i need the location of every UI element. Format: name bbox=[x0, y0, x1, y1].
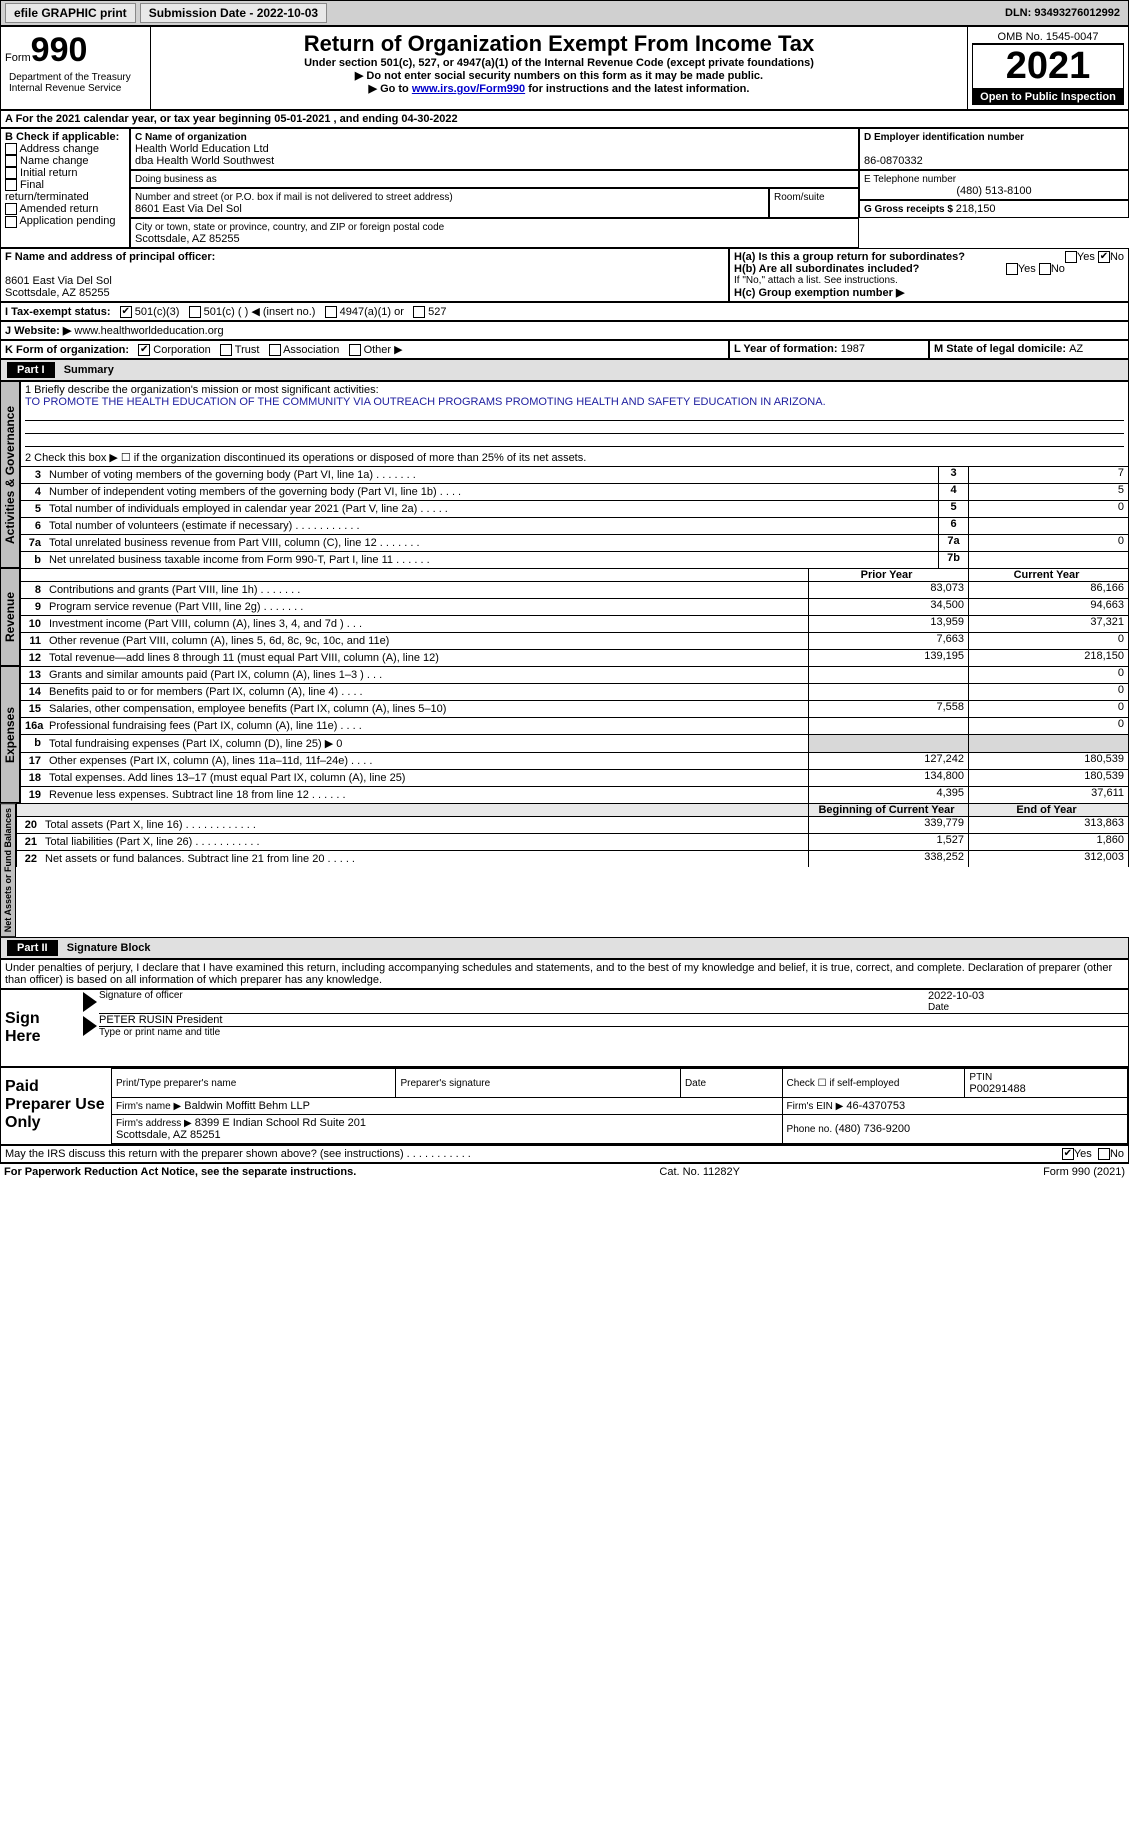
signature-arrow-icon bbox=[83, 1016, 97, 1036]
line-2-checkbox: 2 Check this box ▶ ☐ if the organization… bbox=[20, 449, 1129, 466]
discuss-with-preparer: May the IRS discuss this return with the… bbox=[0, 1145, 1129, 1163]
summary-row: 13Grants and similar amounts paid (Part … bbox=[20, 666, 1129, 683]
box-e-phone: E Telephone number (480) 513-8100 bbox=[859, 170, 1129, 200]
box-c-dba: Doing business as bbox=[130, 170, 859, 188]
paid-preparer-label: Paid Preparer Use Only bbox=[1, 1068, 111, 1144]
dln-label: DLN: 93493276012992 bbox=[1005, 7, 1120, 19]
revenue-label: Revenue bbox=[0, 568, 20, 666]
summary-row: 11Other revenue (Part VIII, column (A), … bbox=[20, 632, 1129, 649]
summary-row: 10Investment income (Part VIII, column (… bbox=[20, 615, 1129, 632]
summary-row: 3Number of voting members of the governi… bbox=[20, 466, 1129, 483]
discuss-no-checkbox[interactable] bbox=[1098, 1148, 1110, 1160]
open-to-public: Open to Public Inspection bbox=[972, 89, 1124, 105]
activities-governance-label: Activities & Governance bbox=[0, 381, 20, 568]
box-d-ein: D Employer identification number 86-0870… bbox=[859, 128, 1129, 170]
line-a-tax-year: A For the 2021 calendar year, or tax yea… bbox=[0, 110, 1129, 128]
sign-here-label: Sign Here bbox=[1, 990, 81, 1066]
summary-row: 17Other expenses (Part IX, column (A), l… bbox=[20, 752, 1129, 769]
checkbox[interactable] bbox=[189, 306, 201, 318]
summary-row: 7aTotal unrelated business revenue from … bbox=[20, 534, 1129, 551]
box-f-officer: F Name and address of principal officer:… bbox=[0, 248, 729, 302]
line-1-mission: 1 Briefly describe the organization's mi… bbox=[20, 381, 1129, 449]
summary-row: 8Contributions and grants (Part VIII, li… bbox=[20, 581, 1129, 598]
entity-block: B Check if applicable: Address change Na… bbox=[0, 128, 1129, 248]
checkbox[interactable] bbox=[5, 167, 17, 179]
summary-row: 5Total number of individuals employed in… bbox=[20, 500, 1129, 517]
checkbox[interactable] bbox=[413, 306, 425, 318]
box-c-street: Number and street (or P.O. box if mail i… bbox=[130, 188, 769, 218]
summary-row: 12Total revenue—add lines 8 through 11 (… bbox=[20, 649, 1129, 666]
checkbox[interactable]: ✔ bbox=[120, 306, 132, 318]
efile-print-button[interactable]: efile GRAPHIC print bbox=[5, 3, 136, 23]
department-label: Department of the Treasury Internal Reve… bbox=[5, 70, 146, 96]
summary-row: 22Net assets or fund balances. Subtract … bbox=[16, 850, 1129, 867]
form-number: Form990 bbox=[5, 31, 155, 70]
summary-row: 20Total assets (Part X, line 16) . . . .… bbox=[16, 816, 1129, 833]
omb-number: OMB No. 1545-0047 bbox=[972, 31, 1124, 44]
summary-row: 14Benefits paid to or for members (Part … bbox=[20, 683, 1129, 700]
box-c-name: C Name of organization Health World Educ… bbox=[130, 128, 859, 170]
checkbox[interactable] bbox=[5, 216, 17, 228]
discuss-yes-checkbox[interactable]: ✔ bbox=[1062, 1148, 1074, 1160]
checkbox[interactable] bbox=[325, 306, 337, 318]
box-b: B Check if applicable: Address change Na… bbox=[0, 128, 130, 248]
checkbox[interactable]: ✔ bbox=[138, 344, 150, 356]
checkbox[interactable] bbox=[5, 179, 17, 191]
form-subtitle: Under section 501(c), 527, or 4947(a)(1)… bbox=[155, 57, 963, 69]
part-ii-header: Part II Signature Block bbox=[0, 937, 1129, 959]
declaration-text: Under penalties of perjury, I declare th… bbox=[0, 959, 1129, 989]
checkbox[interactable] bbox=[269, 344, 281, 356]
preparer-table: Print/Type preparer's name Preparer's si… bbox=[111, 1068, 1128, 1144]
irs-link[interactable]: www.irs.gov/Form990 bbox=[412, 83, 525, 95]
checkbox[interactable] bbox=[5, 203, 17, 215]
form-header: Form990 Department of the Treasury Inter… bbox=[0, 26, 1129, 110]
summary-row: 18Total expenses. Add lines 13–17 (must … bbox=[20, 769, 1129, 786]
checkbox[interactable] bbox=[220, 344, 232, 356]
page-footer: For Paperwork Reduction Act Notice, see … bbox=[0, 1163, 1129, 1180]
form-note-ssn: ▶ Do not enter social security numbers o… bbox=[155, 69, 963, 82]
box-c-room: Room/suite bbox=[769, 188, 859, 218]
net-assets-label: Net Assets or Fund Balances bbox=[0, 803, 16, 937]
submission-date-button[interactable]: Submission Date - 2022-10-03 bbox=[140, 3, 327, 23]
line-k-form-org: K Form of organization: ✔ Corporation Tr… bbox=[0, 340, 729, 359]
expenses-label: Expenses bbox=[0, 666, 20, 803]
summary-row: 21Total liabilities (Part X, line 26) . … bbox=[16, 833, 1129, 850]
checkbox[interactable] bbox=[5, 143, 17, 155]
sig-date: 2022-10-03Date bbox=[928, 990, 1128, 1014]
signature-arrow-icon bbox=[83, 992, 97, 1012]
summary-row: 9Program service revenue (Part VIII, lin… bbox=[20, 598, 1129, 615]
checkbox[interactable] bbox=[5, 155, 17, 167]
summary-row: 6Total number of volunteers (estimate if… bbox=[20, 517, 1129, 534]
tax-year: 2021 bbox=[972, 44, 1124, 89]
summary-row: bNet unrelated business taxable income f… bbox=[20, 551, 1129, 568]
checkbox[interactable] bbox=[349, 344, 361, 356]
officer-block: F Name and address of principal officer:… bbox=[0, 248, 1129, 302]
summary-row: 19Revenue less expenses. Subtract line 1… bbox=[20, 786, 1129, 803]
box-c-city: City or town, state or province, country… bbox=[130, 218, 859, 248]
box-h: H(a) Is this a group return for subordin… bbox=[729, 248, 1129, 302]
line-i-tax-status: I Tax-exempt status: ✔ 501(c)(3) 501(c) … bbox=[0, 302, 1129, 321]
form-note-goto: ▶ Go to www.irs.gov/Form990 for instruct… bbox=[155, 82, 963, 95]
top-bar: efile GRAPHIC print Submission Date - 20… bbox=[0, 0, 1129, 26]
line-l-year: L Year of formation: 1987 bbox=[729, 340, 929, 359]
part-i-header: Part I Summary bbox=[0, 359, 1129, 381]
summary-row: 15Salaries, other compensation, employee… bbox=[20, 700, 1129, 717]
box-g-receipts: G Gross receipts $ 218,150 bbox=[859, 200, 1129, 218]
line-m-state: M State of legal domicile: AZ bbox=[929, 340, 1129, 359]
line-j-website: J Website: ▶ www.healthworldeducation.or… bbox=[0, 321, 1129, 340]
form-title: Return of Organization Exempt From Incom… bbox=[155, 31, 963, 57]
summary-row: 4Number of independent voting members of… bbox=[20, 483, 1129, 500]
summary-row: 16aProfessional fundraising fees (Part I… bbox=[20, 717, 1129, 734]
summary-row: bTotal fundraising expenses (Part IX, co… bbox=[20, 734, 1129, 752]
